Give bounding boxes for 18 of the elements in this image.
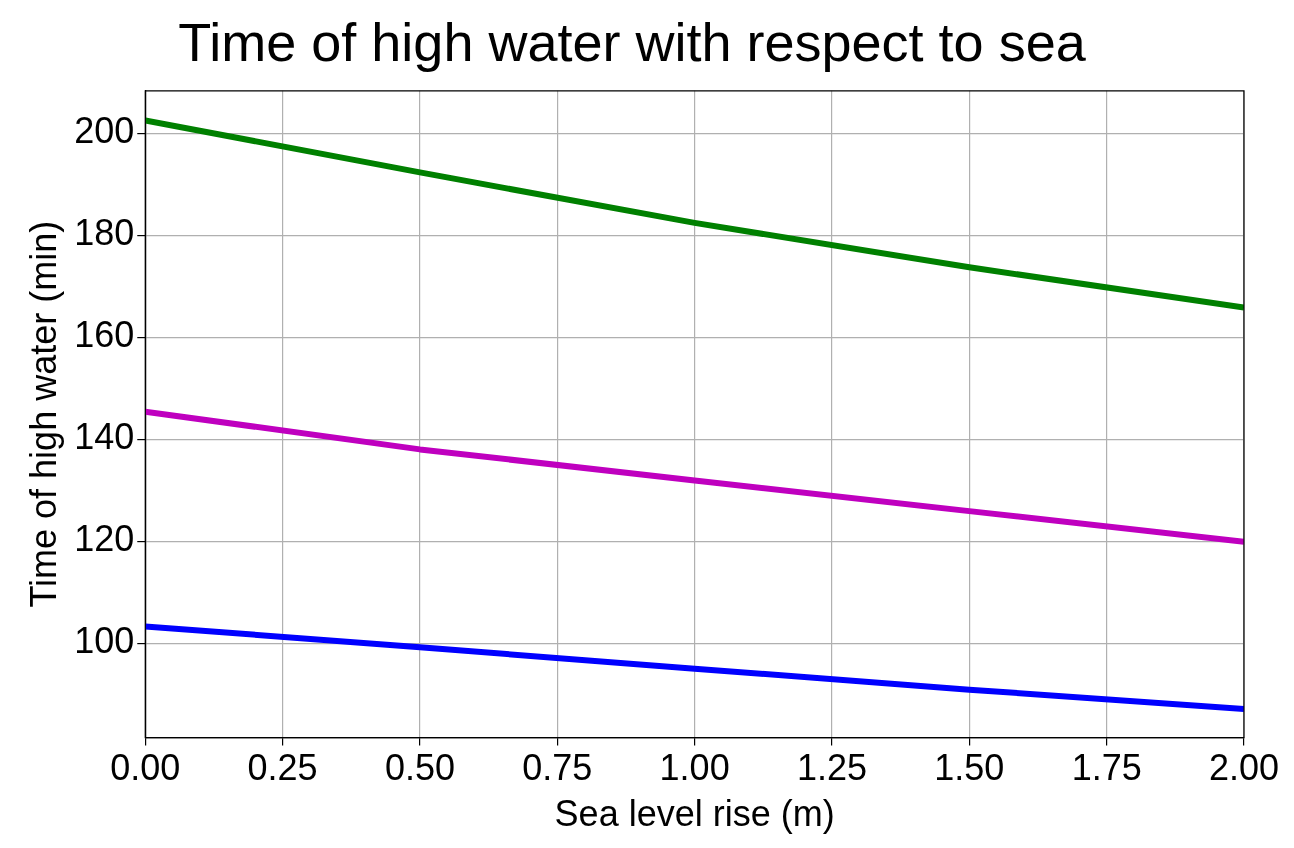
x-tick-label: 0.00 [110,747,181,789]
x-tick-label: 0.50 [384,747,455,789]
chart-title: Time of high water with respect to sea [178,12,1087,73]
x-tick-label: 1.75 [1071,747,1142,789]
y-tick-label: 140 [74,416,135,458]
x-tick-label: 1.25 [796,747,868,789]
y-tick-label: 100 [74,620,135,662]
y-tick-label: 200 [74,110,135,152]
x-tick-label: 1.50 [934,747,1005,789]
y-axis-title: Time of high water (min) [22,220,64,608]
y-tick-label: 160 [74,314,135,356]
x-tick-label: 0.75 [522,747,593,789]
x-axis-title: Sea level rise (m) [554,793,835,835]
y-tick-label: 180 [74,212,135,254]
y-tick-label: 120 [74,518,135,560]
x-tick-label: 2.00 [1208,747,1280,789]
x-tick-label: 0.25 [247,747,318,789]
x-tick-label: 1.00 [659,747,730,789]
